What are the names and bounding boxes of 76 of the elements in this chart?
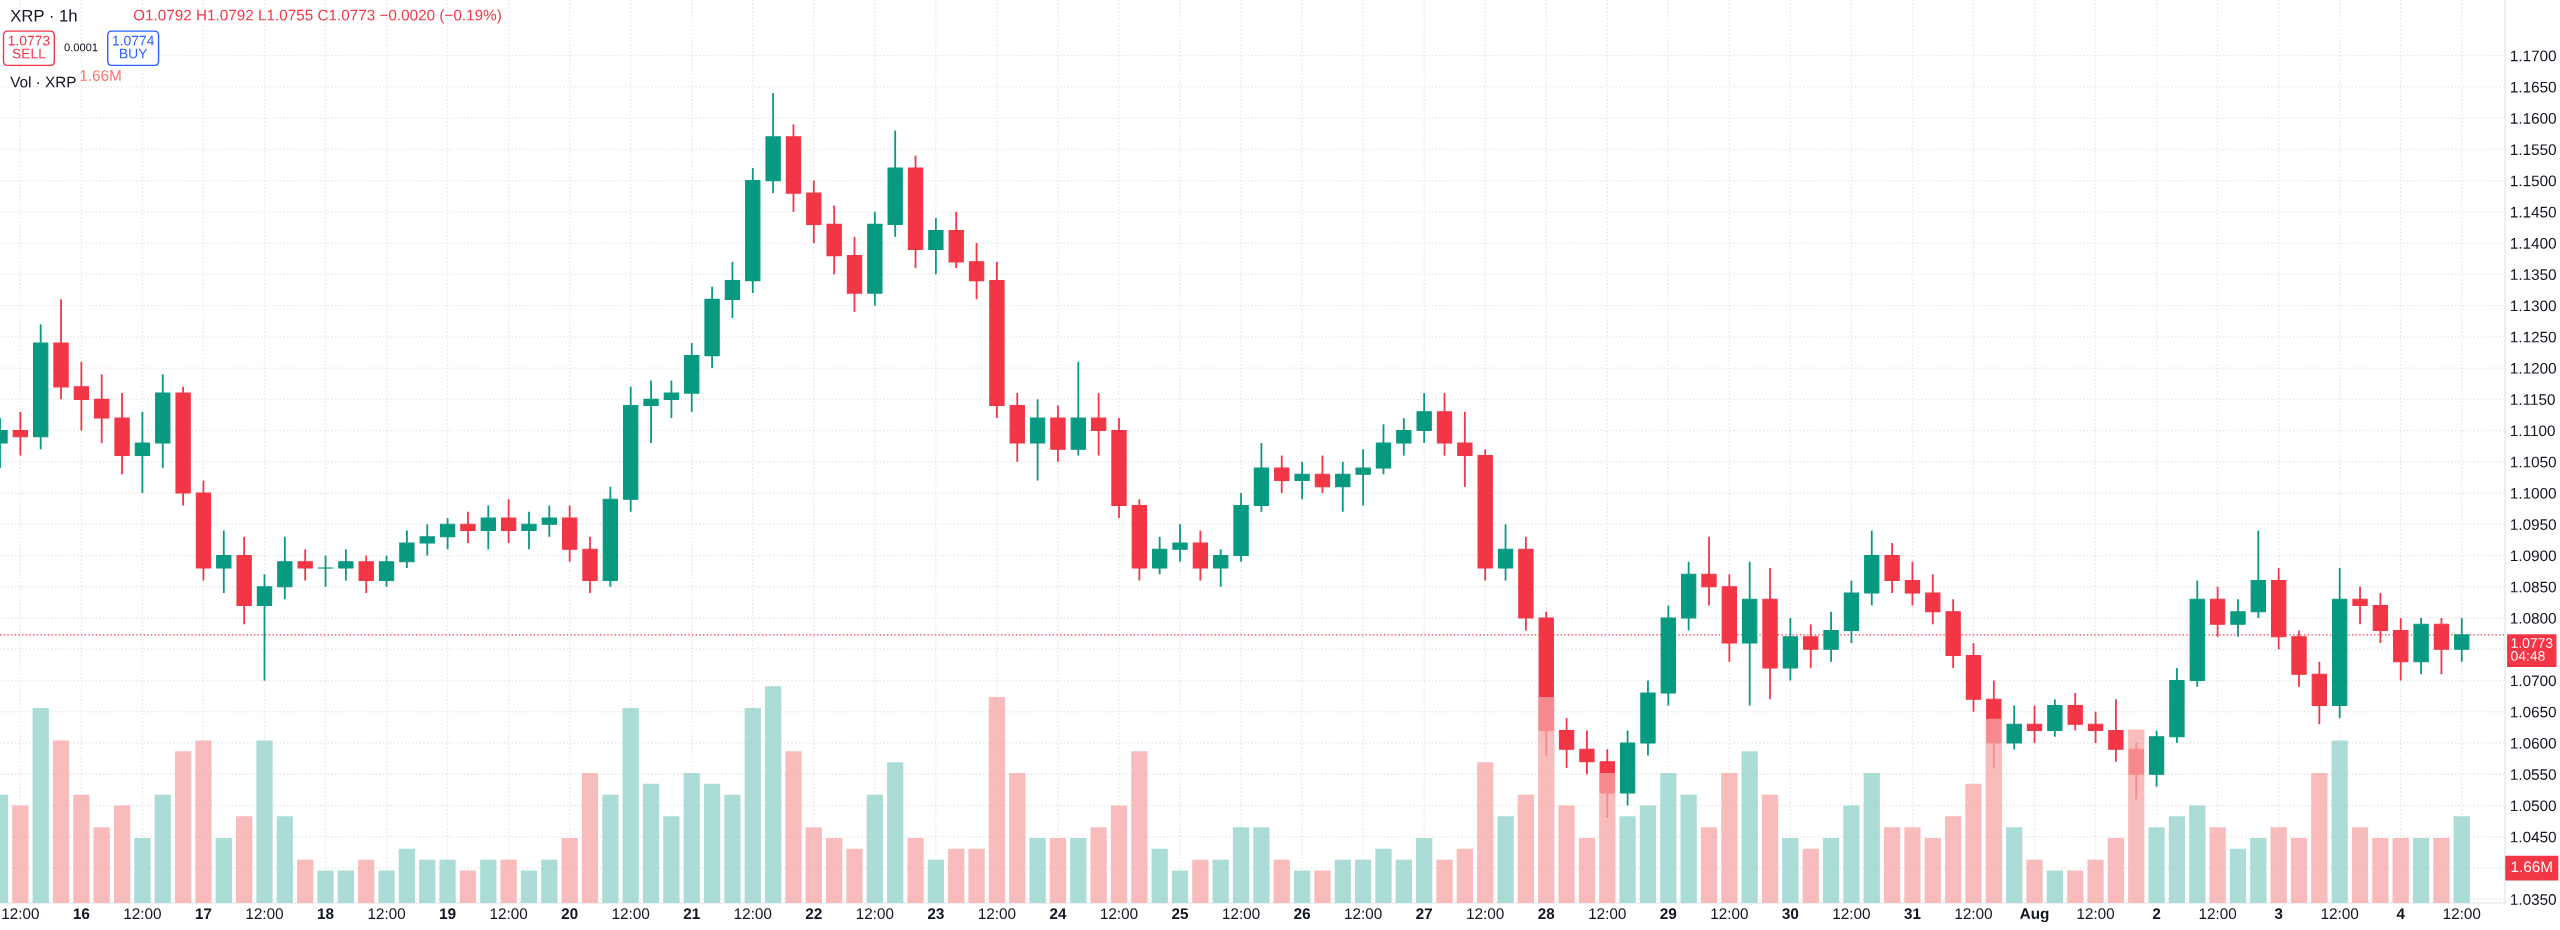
y-tick-label: 1.1350: [2511, 269, 2556, 281]
y-tick-label: 1.1250: [2511, 331, 2556, 343]
y-tick-label: 1.1500: [2511, 175, 2556, 187]
x-tick-label: 12:00: [1345, 908, 1382, 920]
y-tick-label: 1.1450: [2511, 206, 2556, 218]
annotation: O1.0792 H1.0792 L1.0755 C1.0773 −0.0020 (−0.19%): [133, 9, 501, 24]
y-tick-label: 1.1000: [2511, 487, 2556, 499]
x-tick-label: 12:00: [2077, 908, 2115, 920]
x-tick-label: 28: [1538, 908, 1555, 920]
y-tick-label: 1.1550: [2511, 144, 2556, 156]
annotation: 1.0773 SELL: [8, 35, 50, 59]
y-tick-label: 1.0700: [2511, 675, 2556, 687]
x-tick-label: 27: [1416, 908, 1432, 919]
x-tick-label: 24: [1049, 908, 1067, 919]
annotation: 1.66M: [80, 70, 121, 81]
x-tick-label: 31: [1904, 908, 1921, 920]
y-tick-label: 1.0900: [2511, 550, 2556, 562]
x-tick-label: 12:00: [2321, 908, 2359, 920]
x-tick-label: 25: [1172, 908, 1189, 920]
x-tick-label: 12:00: [2443, 908, 2481, 920]
x-tick-label: 12:00: [1223, 908, 1260, 920]
x-tick-label: 12:00: [856, 908, 894, 920]
x-tick-label: 12:00: [1467, 908, 1504, 920]
y-tick-label: 1.1200: [2511, 362, 2556, 374]
x-tick-label: 12:00: [1833, 908, 1870, 920]
x-tick-label: 21: [683, 908, 700, 919]
x-tick-label: 12:00: [612, 908, 650, 920]
x-tick-label: 12:00: [246, 908, 284, 920]
y-tick-label: 1.0450: [2511, 831, 2556, 843]
y-tick-label: 1.0800: [2511, 612, 2556, 624]
x-tick-label: 16: [73, 908, 90, 920]
x-tick-label: 12:00: [2, 908, 39, 920]
x-tick-label: 12:00: [2199, 908, 2237, 920]
x-tick-label: 23: [927, 908, 944, 920]
y-tick-label: 1.1700: [2511, 50, 2556, 62]
y-tick-label: 1.1400: [2511, 237, 2556, 249]
x-tick-label: 12:00: [368, 908, 406, 920]
y-tick-label: 1.1100: [2511, 425, 2555, 437]
y-tick-label: 1.0350: [2511, 894, 2556, 905]
y-tick-label: 1.0650: [2511, 706, 2556, 718]
chart-title: Vol · XRP: [10, 76, 76, 88]
y-tick-label: 1.1300: [2511, 300, 2556, 312]
x-tick-label: 17: [195, 908, 212, 919]
y-tick-label: 1.1600: [2511, 112, 2556, 124]
x-tick-label: 19: [440, 908, 456, 920]
y-tick-label: 1.1650: [2511, 81, 2556, 93]
x-tick-label: Aug: [2020, 908, 2049, 923]
x-tick-label: 12:00: [1589, 908, 1626, 920]
y-tick-label: 1.0850: [2511, 581, 2556, 593]
y-tick-label: 1.0950: [2511, 519, 2556, 530]
annotation: 0.0001: [64, 43, 98, 52]
x-tick-label: 26: [1294, 908, 1311, 920]
x-tick-label: 12:00: [1711, 908, 1748, 920]
y-tick-label: 1.0550: [2511, 769, 2556, 780]
y-tick-label: 1.1150: [2511, 394, 2555, 406]
y-tick-label: 1.0500: [2511, 800, 2556, 812]
annotation: 1.0774 BUY: [112, 35, 154, 59]
text: 1.66M: [2511, 861, 2552, 873]
y-tick-label: 1.1050: [2511, 456, 2556, 468]
x-tick-label: 4: [2396, 908, 2405, 919]
x-tick-label: 12:00: [978, 908, 1016, 920]
ref-line-label: 1.0773 04:48: [2511, 638, 2553, 661]
x-tick-label: 3: [2274, 908, 2283, 920]
x-tick-label: 29: [1660, 908, 1677, 920]
x-tick-label: 22: [805, 908, 822, 919]
x-tick-label: 12:00: [734, 908, 772, 920]
chart-title: XRP · 1h: [10, 9, 77, 22]
y-tick-label: 1.0600: [2511, 737, 2556, 749]
x-tick-label: 2: [2152, 908, 2161, 919]
x-tick-label: 12:00: [1101, 908, 1138, 920]
x-tick-label: 12:00: [1955, 908, 1992, 920]
x-tick-label: 12:00: [490, 908, 528, 920]
x-tick-label: 30: [1782, 908, 1799, 920]
x-tick-label: 12:00: [124, 908, 161, 920]
x-tick-label: 18: [317, 908, 334, 920]
x-tick-label: 20: [561, 908, 578, 920]
